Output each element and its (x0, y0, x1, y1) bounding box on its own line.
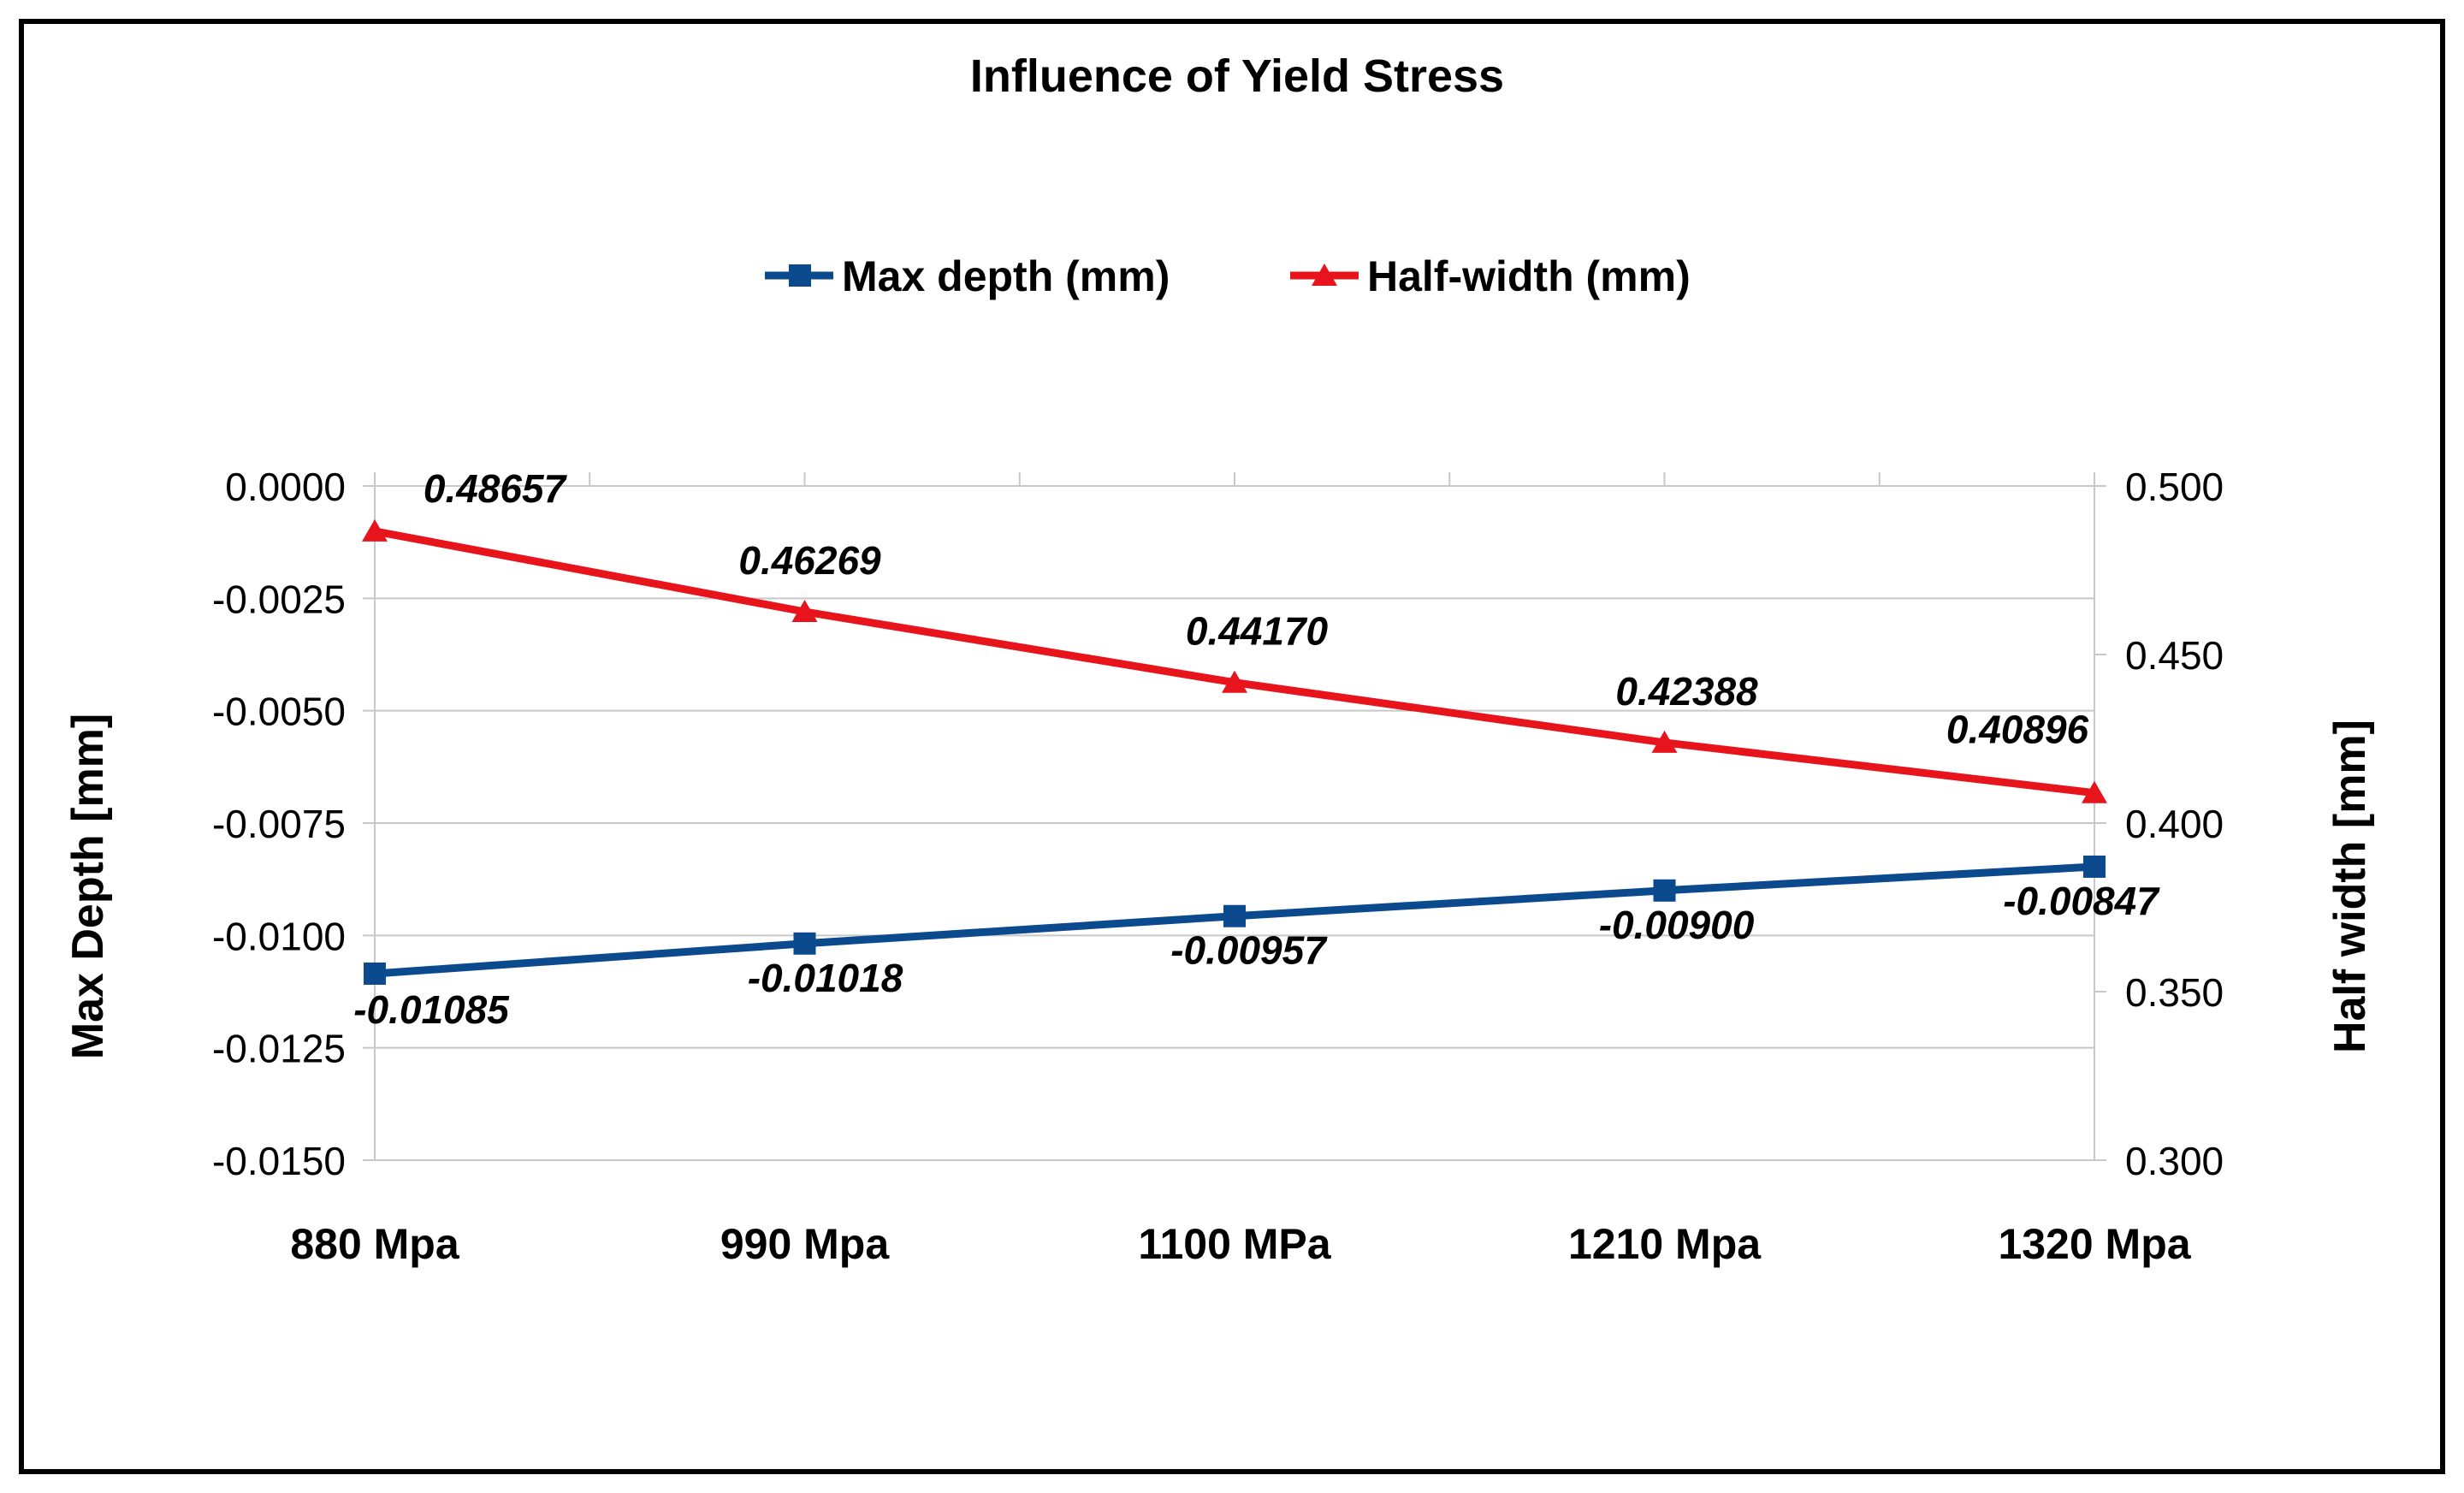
line-chart: Influence of Yield Stress Max depth (mm)… (63, 50, 2375, 1268)
y-left-tick-label: -0.0025 (212, 577, 346, 621)
max-depth-data-label: -0.00957 (1170, 928, 1328, 973)
y-right-tick-label: 0.500 (2125, 465, 2224, 509)
data-labels: -0.01085 -0.01018 -0.00957 -0.00900 -0.00847… (353, 466, 2160, 1032)
half-width-data-label: 0.46269 (738, 538, 881, 583)
y-left-tick-label: -0.0150 (212, 1139, 346, 1183)
half-width-point (362, 518, 388, 542)
legend-max-depth-label: Max depth (mm) (842, 252, 1170, 300)
gridlines (375, 485, 2094, 1161)
y-right-tick-label: 0.300 (2125, 1139, 2224, 1183)
half-width-point (1651, 730, 1678, 753)
max-depth-data-label: -0.00900 (1599, 903, 1755, 947)
y-axis-right-title: Half width [mm] (2325, 720, 2375, 1053)
y-left-tick-label: -0.0125 (212, 1027, 346, 1071)
half-width-data-label: 0.48657 (424, 466, 568, 511)
y-left-tick-label: -0.0100 (212, 914, 346, 958)
y-left-tick-label: 0.0000 (225, 465, 346, 509)
half-width-point (2082, 780, 2107, 803)
y-right-tick-label: 0.450 (2125, 633, 2224, 678)
max-depth-point (2083, 855, 2106, 878)
series-line-half-width (374, 527, 2095, 797)
half-width-data-label: 0.44170 (1186, 609, 1329, 654)
max-depth-point (1223, 904, 1246, 927)
max-depth-data-label: -0.01018 (748, 956, 903, 1000)
series (362, 518, 2107, 985)
half-width-data-label: 0.42388 (1615, 669, 1758, 714)
legend: Max depth (mm) Half-width (mm) (765, 252, 1691, 300)
max-depth-point (1653, 879, 1676, 902)
x-tick-label: 1100 MPa (1138, 1220, 1331, 1268)
max-depth-data-label: -0.01085 (353, 987, 510, 1032)
y-right-tick-label: 0.400 (2125, 802, 2224, 846)
y-left-tick-label: -0.0075 (212, 802, 346, 846)
max-depth-point (364, 962, 386, 985)
max-depth-data-label: -0.00847 (2003, 879, 2160, 923)
x-tick-label: 880 Mpa (290, 1220, 460, 1268)
half-width-data-label: 0.40896 (1946, 708, 2089, 752)
axes: 0.0000 -0.0025 -0.0050 -0.0075 -0.0100 -0.012… (212, 465, 2224, 1268)
legend-half-width-marker (1312, 264, 1337, 286)
chart-frame: Influence of Yield Stress Max depth (mm)… (19, 19, 2445, 1474)
x-tick-label: 1210 Mpa (1568, 1220, 1762, 1268)
y-left-tick-label: -0.0050 (212, 690, 346, 734)
x-tick-label: 1320 Mpa (1998, 1220, 2191, 1268)
half-width-point (791, 600, 818, 623)
max-depth-point (793, 932, 816, 955)
legend-max-depth-marker (789, 264, 811, 287)
y-right-tick-label: 0.350 (2125, 970, 2224, 1015)
y-axis-left-title: Max Depth [mm] (63, 714, 113, 1059)
x-tick-label: 990 Mpa (720, 1220, 891, 1268)
legend-half-width-label: Half-width (mm) (1367, 252, 1691, 300)
chart-title: Influence of Yield Stress (970, 50, 1504, 102)
half-width-point (1222, 670, 1247, 693)
